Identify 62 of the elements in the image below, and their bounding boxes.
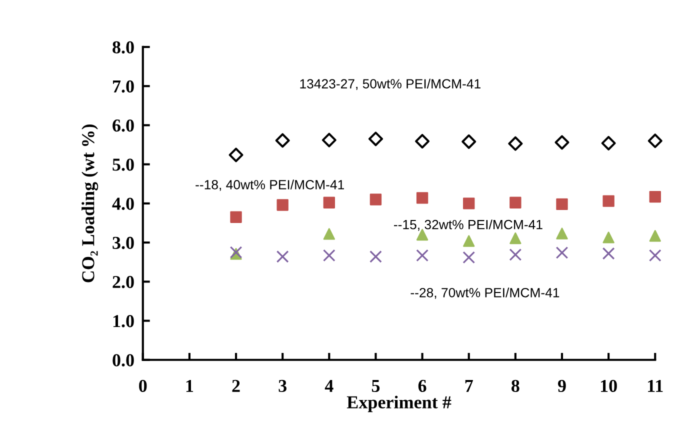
y-tick-label: 8.0 [112, 41, 134, 54]
point [554, 135, 570, 150]
point [648, 249, 662, 262]
x-tick-label: 3 [278, 380, 286, 392]
point [323, 196, 335, 208]
y-tick-label: 7.0 [113, 80, 134, 93]
x-tick-label: 9 [558, 380, 566, 392]
point [463, 198, 475, 210]
point [602, 232, 614, 244]
x-tick-label: 5 [372, 380, 380, 392]
y-tick-label: 3.0 [112, 236, 134, 250]
point [556, 228, 568, 240]
x-tick-label: 8 [512, 380, 520, 392]
series-label: --15, 32wt% PEI/MCM-41 [394, 220, 542, 231]
point [322, 132, 336, 148]
point [649, 190, 661, 203]
x-tick-label: 2 [232, 380, 240, 392]
y-tick-label: 2.0 [112, 276, 134, 288]
y-tick-label: 1.0 [113, 315, 134, 328]
x-tick-label: 6 [418, 380, 426, 392]
y-tick-label: 0.0 [112, 354, 134, 366]
point [556, 198, 568, 210]
point [416, 249, 429, 262]
point [370, 194, 382, 206]
point [508, 136, 523, 151]
point [462, 251, 476, 264]
point [415, 134, 430, 148]
y-tick-label: 4.0 [112, 198, 134, 210]
point [368, 132, 383, 146]
x-tick-label: 10 [600, 380, 617, 392]
x-tick-label: 4 [324, 380, 334, 392]
y-tick-label: 5.0 [112, 158, 134, 171]
point [601, 136, 616, 150]
point [602, 195, 614, 207]
x-tick-label: 0 [139, 380, 147, 392]
point [370, 250, 382, 263]
point [322, 249, 336, 262]
series-label: --18, 40wt% PEI/MCM-41 [196, 180, 344, 191]
point [276, 199, 288, 211]
point [323, 228, 335, 240]
point [416, 192, 428, 204]
point [463, 235, 475, 247]
point [275, 133, 290, 148]
x-tick-label: 1 [186, 380, 194, 392]
y-tick-label: 6.0 [112, 119, 134, 132]
x-tick-label: 7 [465, 380, 473, 392]
annotation: 13423-27, 50wt% PEI/MCM-41 [300, 78, 480, 90]
point [510, 232, 522, 244]
point [230, 211, 242, 223]
point [509, 248, 522, 261]
point [276, 250, 289, 263]
point [510, 196, 522, 208]
x-axis-title: Experiment # [346, 396, 452, 412]
point [462, 134, 476, 149]
point [649, 230, 661, 242]
point [556, 246, 568, 259]
y-axis-title: CO₂ Loading (wt %) [82, 124, 98, 282]
point [602, 247, 615, 260]
x-tick-label: 11 [648, 380, 663, 392]
text: --28, 70wt% PEI/MCM-41 [410, 288, 560, 299]
point [648, 134, 662, 148]
point [228, 148, 244, 162]
